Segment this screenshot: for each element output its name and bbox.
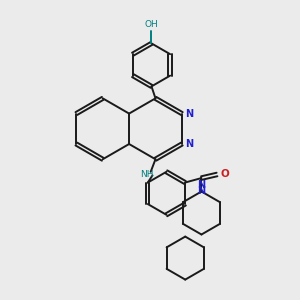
Text: O: O: [221, 169, 230, 179]
Text: NH: NH: [140, 170, 154, 179]
Text: N: N: [197, 180, 206, 190]
Text: N: N: [197, 186, 206, 196]
Text: OH: OH: [145, 20, 158, 29]
Text: N: N: [185, 109, 194, 118]
Text: N: N: [185, 139, 194, 149]
